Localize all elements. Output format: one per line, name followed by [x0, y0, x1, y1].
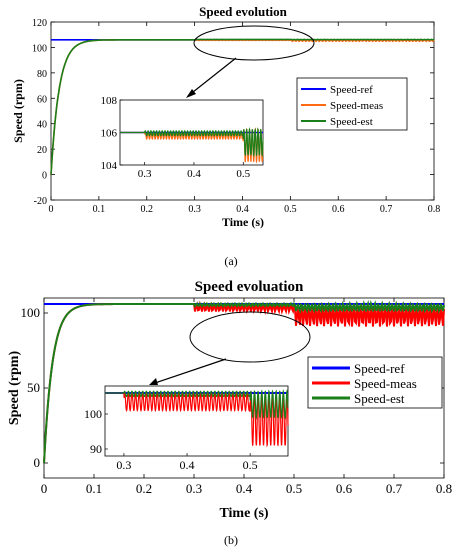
inset-x-tick-label: 0.3: [116, 458, 131, 472]
chart-a-zoom-arrowhead: [186, 89, 196, 98]
x-tick-label: 0.3: [188, 204, 201, 215]
x-tick-label: 0.8: [428, 204, 441, 215]
chart-a-legend-meas: Speed-meas: [330, 100, 383, 112]
chart-b-x-ticks: 0 0.1 0.2 0.3 0.4 0.5 0.6 0.7 0.8: [41, 298, 452, 496]
chart-b-xlabel: Time (s): [219, 506, 268, 521]
y-tick-label: 20: [37, 145, 47, 156]
x-tick-label: 0.4: [236, 481, 253, 496]
inset-x-tick-label: 0.3: [138, 168, 152, 180]
inset-y-tick-label: 104: [101, 160, 118, 172]
x-tick-label: 0.5: [286, 481, 302, 496]
y-tick-label: 50: [27, 380, 40, 395]
x-tick-label: 0.2: [136, 481, 152, 496]
chart-b-caption: (b): [224, 533, 238, 547]
x-tick-label: 0.6: [336, 481, 353, 496]
inset-x-tick-label: 0.5: [236, 168, 250, 180]
x-tick-label: 0.5: [284, 204, 297, 215]
chart-a-title: Speed evolution: [199, 4, 288, 19]
chart-b-legend-ref: Speed-ref: [354, 361, 405, 376]
y-tick-label: 100: [32, 43, 47, 54]
y-tick-label: 60: [37, 94, 47, 105]
x-tick-label: 0.6: [332, 204, 345, 215]
inset-series-speed-est: [120, 126, 264, 158]
x-tick-label: 0.2: [141, 204, 154, 215]
chart-b-legend-est: Speed-est: [354, 391, 405, 406]
x-tick-label: 0.7: [386, 481, 403, 496]
chart-b-legend-meas: Speed-meas: [354, 376, 417, 391]
x-tick-label: 0.1: [93, 204, 106, 215]
chart-a-legend-ref: Speed-ref: [330, 84, 373, 96]
chart-b-series: [43, 299, 445, 464]
chart-a-inset-series: [120, 126, 264, 164]
y-tick-label: 120: [32, 18, 47, 29]
chart-b-zoom-ellipse: [189, 311, 311, 363]
chart-a-ylabel: Speed (rpm): [11, 79, 25, 143]
y-tick-label: 40: [37, 120, 47, 131]
chart-b-zoom-arrowhead: [149, 378, 158, 385]
inset-y-tick-label: 108: [101, 95, 118, 107]
inset-y-tick-label: 106: [101, 128, 118, 140]
x-tick-label: 0.7: [380, 204, 393, 215]
x-tick-label: 0.8: [436, 481, 452, 496]
chart-b-zoom-arrow: [151, 358, 227, 385]
inset-x-tick-label: 0.5: [243, 458, 258, 472]
chart-a-legend-est: Speed-est: [330, 116, 373, 128]
chart-b-y-ticks: 0 50 100: [21, 305, 444, 470]
x-tick-label: 0.4: [236, 204, 249, 215]
x-tick-label: 0.3: [186, 481, 202, 496]
chart-b-inset-ticks: 90 100 0.3 0.4 0.5: [84, 407, 258, 472]
y-tick-label: 0: [42, 171, 47, 182]
inset-x-tick-label: 0.4: [180, 458, 195, 472]
y-tick-label: -20: [34, 196, 47, 207]
chart-a-xlabel: Time (s): [222, 215, 264, 229]
chart-b-inset-series: [105, 388, 289, 448]
chart-a-caption: (a): [224, 254, 237, 268]
chart-b-title: Speed evoluation: [195, 279, 304, 295]
inset-x-tick-label: 0.4: [187, 168, 201, 180]
series-speed-est: [50, 38, 435, 175]
chart-b-ylabel: Speed (rpm): [7, 351, 22, 426]
chart-a-zoom-ellipse: [193, 25, 315, 61]
chart-b-legend: Speed-ref Speed-meas Speed-est: [307, 356, 443, 409]
x-tick-label: 0.1: [86, 481, 102, 496]
x-tick-label: 0: [49, 204, 54, 215]
y-tick-label: 80: [37, 69, 47, 80]
chart-a-inset-ticks: 104 106 108 0.3 0.4 0.5: [101, 95, 251, 180]
inset-y-tick-label: 100: [84, 407, 102, 421]
x-tick-label: 0: [41, 481, 48, 496]
y-tick-label: 0: [34, 455, 41, 470]
chart-a-series: [50, 38, 435, 175]
inset-y-tick-label: 90: [90, 442, 102, 456]
series-speed-est: [43, 299, 445, 464]
chart-a-legend: Speed-ref Speed-meas Speed-est: [296, 77, 408, 131]
chart-a-x-ticks: 0 0.1 0.2 0.3 0.4 0.5 0.6 0.7 0.8: [49, 22, 441, 215]
chart-b: Speed evoluation 0 50 100 0 0.1 0.2 0.3 0.4 0.5…: [7, 279, 452, 547]
chart-a-y-ticks: -20 0 20 40 60 80 100 120: [32, 18, 434, 207]
y-tick-label: 100: [21, 305, 41, 320]
inset-series-speed-est: [105, 388, 289, 420]
chart-a-zoom-arrow: [187, 57, 237, 97]
